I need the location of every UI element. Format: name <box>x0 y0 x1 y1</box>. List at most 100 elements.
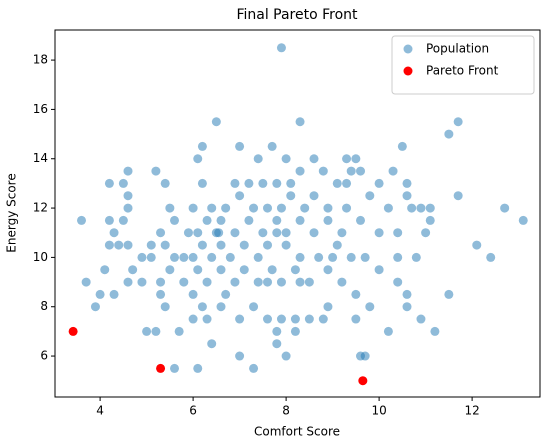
y-axis-label: Energy Score <box>5 173 19 252</box>
scatter-point <box>397 141 407 151</box>
scatter-point <box>253 277 263 287</box>
scatter-point <box>295 252 305 262</box>
scatter-point <box>281 240 291 250</box>
scatter-point <box>197 302 207 312</box>
scatter-point <box>304 314 314 324</box>
scatter-point <box>425 203 435 213</box>
scatter-point <box>416 314 426 324</box>
x-axis-label: Comfort Score <box>254 425 340 439</box>
scatter-point <box>309 191 319 201</box>
scatter-point <box>207 252 217 262</box>
scatter-point <box>216 302 226 312</box>
scatter-point <box>170 252 180 262</box>
scatter-point <box>323 302 333 312</box>
scatter-point <box>188 314 198 324</box>
scatter-point <box>258 178 268 188</box>
scatter-point <box>430 326 440 336</box>
x-tick-label: 12 <box>464 404 479 418</box>
scatter-point <box>239 265 249 275</box>
scatter-point <box>156 363 166 373</box>
scatter-point <box>104 178 114 188</box>
scatter-point <box>118 178 128 188</box>
scatter-point <box>402 191 412 201</box>
scatter-point <box>267 141 277 151</box>
scatter-point <box>156 289 166 299</box>
scatter-point <box>193 363 203 373</box>
scatter-point <box>214 228 224 238</box>
scatter-point <box>393 228 403 238</box>
scatter-point <box>318 166 328 176</box>
scatter-point <box>123 277 133 287</box>
scatter-point <box>123 191 133 201</box>
scatter-point <box>318 314 328 324</box>
scatter-point <box>402 302 412 312</box>
scatter-point <box>351 314 361 324</box>
scatter-point <box>356 166 366 176</box>
scatter-point <box>351 154 361 164</box>
scatter-point <box>239 240 249 250</box>
scatter-point <box>393 252 403 262</box>
scatter-point <box>276 314 286 324</box>
scatter-point <box>100 265 110 275</box>
scatter-point <box>249 302 259 312</box>
scatter-point <box>444 129 454 139</box>
scatter-point <box>128 265 138 275</box>
scatter-point <box>383 203 393 213</box>
scatter-point <box>402 178 412 188</box>
scatter-point <box>146 252 156 262</box>
scatter-point <box>374 228 384 238</box>
scatter-point <box>221 203 231 213</box>
scatter-point <box>358 376 368 386</box>
scatter-point <box>244 178 254 188</box>
scatter-point <box>342 178 352 188</box>
scatter-point <box>221 289 231 299</box>
scatter-point <box>421 228 431 238</box>
scatter-point <box>281 154 291 164</box>
scatter-point <box>290 314 300 324</box>
legend-label: Population <box>426 42 489 56</box>
scatter-point <box>351 289 361 299</box>
scatter-point <box>374 265 384 275</box>
y-tick-label: 16 <box>33 102 48 116</box>
scatter-point <box>518 215 528 225</box>
scatter-point <box>170 363 180 373</box>
scatter-point <box>272 326 282 336</box>
scatter-point <box>183 228 193 238</box>
scatter-point <box>486 252 496 262</box>
scatter-point <box>109 289 119 299</box>
scatter-point <box>188 252 198 262</box>
scatter-point <box>272 228 282 238</box>
scatter-point <box>328 252 338 262</box>
scatter-point <box>360 252 370 262</box>
scatter-point <box>290 326 300 336</box>
legend-marker <box>403 66 413 76</box>
y-tick-label: 14 <box>33 151 48 165</box>
scatter-point <box>174 326 184 336</box>
scatter-point <box>77 215 87 225</box>
scatter-point <box>309 154 319 164</box>
scatter-point <box>346 252 356 262</box>
scatter-point <box>286 178 296 188</box>
scatter-point <box>207 339 217 349</box>
scatter-point <box>137 277 147 287</box>
scatter-point <box>202 215 212 225</box>
scatter-point <box>276 277 286 287</box>
scatter-point <box>109 228 119 238</box>
chart-title: Final Pareto Front <box>236 7 358 23</box>
scatter-point <box>281 228 291 238</box>
scatter-point <box>123 166 133 176</box>
scatter-point <box>444 289 454 299</box>
scatter-point <box>104 240 114 250</box>
scatter-point <box>304 277 314 287</box>
scatter-point <box>216 265 226 275</box>
scatter-point <box>263 277 273 287</box>
scatter-point <box>197 240 207 250</box>
y-tick-label: 10 <box>33 250 48 264</box>
scatter-point <box>207 203 217 213</box>
scatter-point <box>309 228 319 238</box>
scatter-point <box>263 314 273 324</box>
scatter-point <box>263 240 273 250</box>
scatter-point <box>202 277 212 287</box>
scatter-point <box>388 166 398 176</box>
